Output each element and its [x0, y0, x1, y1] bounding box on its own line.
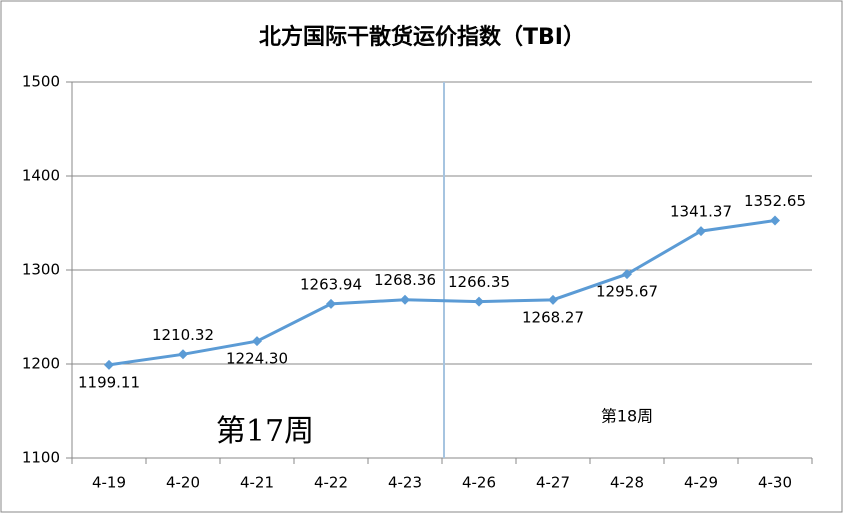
- annotation: 第17周: [216, 414, 314, 449]
- data-label: 1224.30: [226, 350, 288, 368]
- data-label: 1268.36: [374, 271, 436, 289]
- y-tick-label: 1400: [22, 167, 60, 185]
- point-marker: [400, 294, 410, 305]
- point-marker: [178, 349, 188, 360]
- x-tick-label: 4-28: [610, 474, 644, 492]
- data-label: 1263.94: [300, 275, 362, 293]
- chart-title: 北方国际干散货运价指数（TBI）: [259, 24, 585, 50]
- point-marker: [548, 294, 558, 305]
- annotation: 第18周: [601, 407, 653, 426]
- point-marker: [696, 226, 706, 237]
- y-tick-label: 1500: [22, 73, 60, 91]
- point-marker: [104, 359, 114, 370]
- data-label: 1210.32: [152, 326, 214, 344]
- x-tick-label: 4-26: [462, 474, 496, 492]
- x-tick-label: 4-20: [166, 474, 200, 492]
- data-label: 1268.27: [522, 308, 584, 326]
- y-tick-label: 1100: [22, 449, 60, 467]
- point-marker: [252, 336, 262, 347]
- point-marker: [326, 298, 336, 309]
- data-label: 1266.35: [448, 273, 510, 291]
- series-line: [108, 219, 776, 367]
- y-tick-label: 1300: [22, 261, 60, 279]
- x-tick-label: 4-23: [388, 474, 422, 492]
- x-tick-label: 4-21: [240, 474, 274, 492]
- point-marker: [474, 296, 484, 307]
- x-tick-label: 4-22: [314, 474, 348, 492]
- data-label: 1199.11: [78, 373, 140, 391]
- data-label: 1295.67: [596, 283, 658, 301]
- point-marker: [622, 269, 632, 280]
- data-label: 1341.37: [670, 203, 732, 221]
- point-marker: [770, 215, 780, 226]
- y-tick-label: 1200: [22, 355, 60, 373]
- x-tick-label: 4-29: [684, 474, 718, 492]
- data-label: 1352.65: [744, 192, 806, 210]
- x-tick-label: 4-30: [758, 474, 792, 492]
- x-tick-label: 4-19: [92, 474, 126, 492]
- x-tick-label: 4-27: [536, 474, 570, 492]
